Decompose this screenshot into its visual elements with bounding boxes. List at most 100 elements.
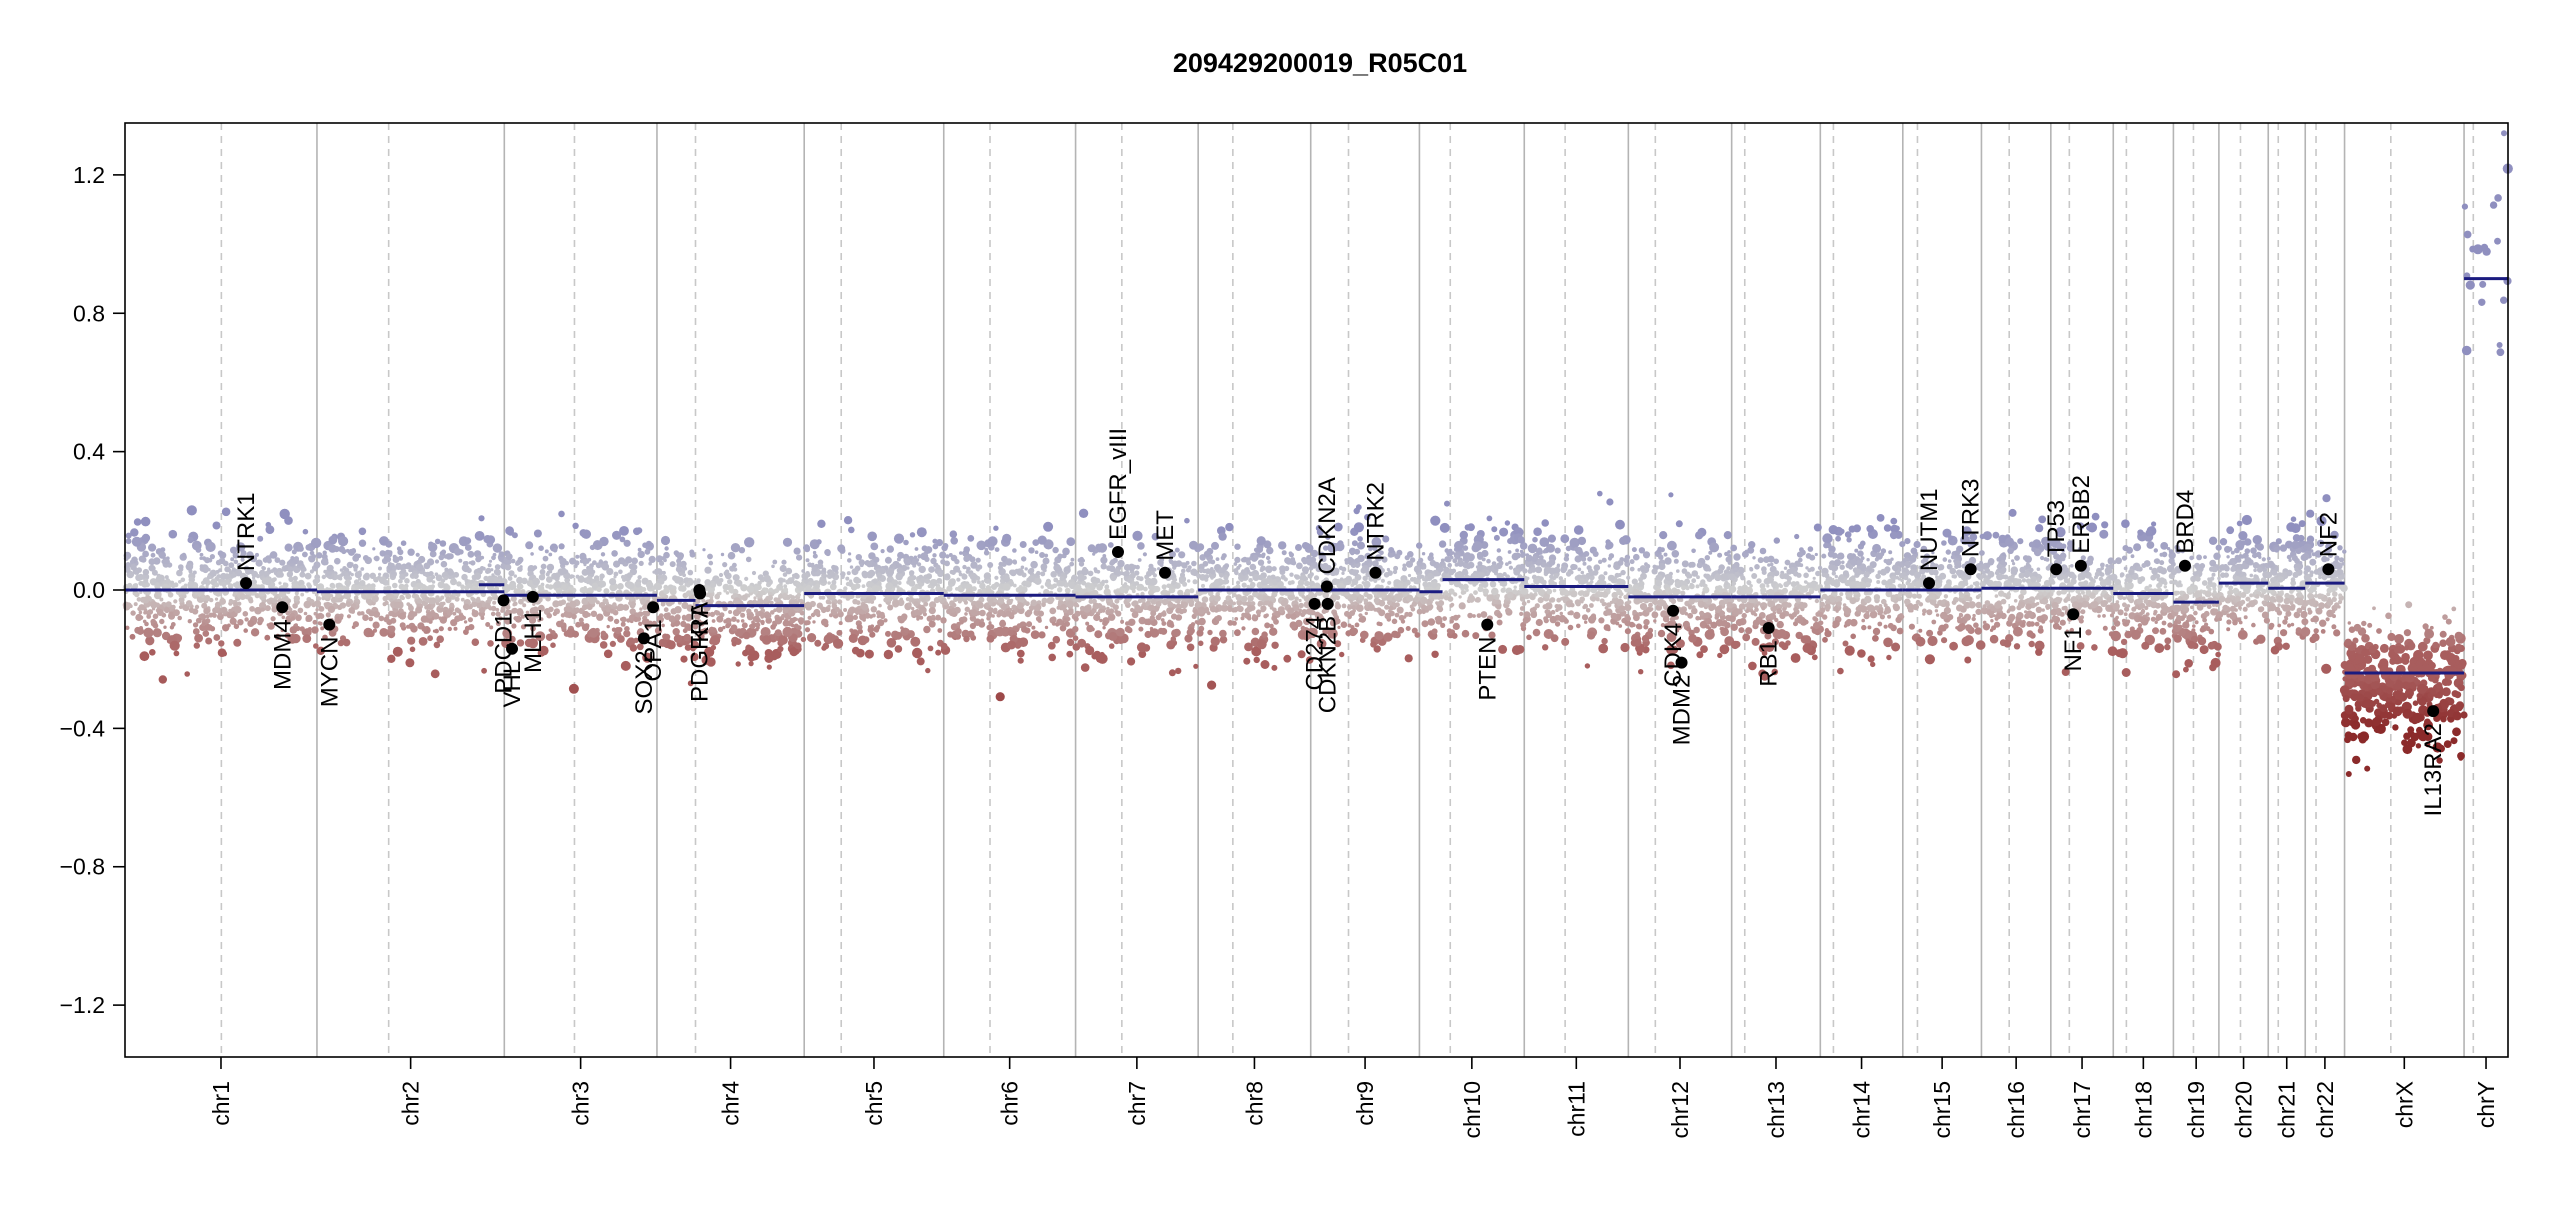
probe-point — [345, 586, 349, 590]
probe-point — [1360, 631, 1369, 640]
probe-point — [495, 608, 499, 612]
probe-point — [852, 647, 860, 655]
probe-point — [1350, 594, 1357, 601]
probe-point — [731, 543, 740, 552]
probe-point — [783, 593, 788, 598]
probe-point — [1114, 590, 1119, 595]
probe-point — [1171, 614, 1177, 620]
probe-point — [1177, 600, 1181, 604]
probe-point — [1289, 573, 1293, 577]
probe-point — [136, 567, 142, 573]
probe-point — [1251, 565, 1256, 570]
probe-point — [347, 614, 351, 618]
probe-point — [249, 606, 255, 612]
probe-point — [624, 540, 631, 547]
probe-point — [1349, 610, 1355, 616]
probe-point — [1180, 572, 1185, 577]
probe-point — [130, 610, 135, 615]
probe-point — [200, 564, 204, 568]
probe-point — [1430, 516, 1440, 526]
probe-point — [1000, 575, 1004, 579]
probe-point — [1261, 554, 1265, 558]
probe-point — [1236, 581, 1240, 585]
probe-point — [1109, 561, 1114, 566]
probe-point — [843, 586, 847, 590]
probe-point — [229, 599, 233, 603]
probe-point — [909, 580, 916, 587]
probe-point — [1346, 576, 1353, 583]
probe-point — [512, 532, 518, 538]
probe-point — [1351, 628, 1358, 635]
probe-point — [311, 538, 321, 548]
probe-point — [285, 544, 293, 552]
probe-point — [795, 643, 802, 650]
probe-point — [396, 602, 401, 607]
probe-point — [661, 602, 666, 607]
probe-point — [1261, 631, 1267, 637]
probe-point — [314, 578, 320, 584]
probe-point — [1405, 654, 1413, 662]
probe-point — [1494, 565, 1499, 570]
probe-point — [400, 622, 406, 628]
probe-point — [334, 558, 341, 565]
probe-point — [130, 564, 136, 570]
probe-point — [297, 560, 303, 566]
probe-point — [456, 581, 461, 586]
probe-point — [171, 622, 176, 627]
probe-point — [233, 639, 241, 647]
probe-point — [879, 612, 885, 618]
probe-point — [1026, 621, 1032, 627]
probe-point — [433, 630, 436, 633]
probe-point — [600, 641, 608, 649]
probe-point — [355, 585, 359, 589]
probe-point — [446, 609, 452, 615]
probe-point — [849, 634, 858, 643]
probe-point — [428, 543, 437, 552]
probe-point — [1479, 572, 1485, 578]
probe-point — [213, 522, 221, 530]
probe-point — [1063, 622, 1067, 626]
probe-point — [141, 557, 147, 563]
probe-point — [940, 617, 946, 623]
probe-point — [887, 545, 894, 552]
probe-point — [133, 591, 138, 596]
probe-point — [1108, 542, 1114, 548]
probe-point — [1180, 604, 1184, 608]
probe-point — [1422, 599, 1427, 604]
probe-point — [617, 583, 624, 590]
probe-point — [719, 573, 723, 577]
probe-point — [1441, 559, 1445, 563]
probe-point — [1202, 596, 1209, 603]
probe-point — [1041, 585, 1044, 588]
probe-point — [956, 578, 960, 582]
probe-point — [928, 646, 934, 652]
probe-point — [579, 553, 586, 560]
probe-point — [359, 540, 366, 547]
probe-point — [475, 612, 479, 616]
probe-point — [625, 556, 632, 563]
probe-point — [1298, 580, 1304, 586]
probe-point — [1266, 556, 1270, 560]
probe-point — [1509, 566, 1513, 570]
probe-point — [743, 632, 750, 639]
probe-point — [1102, 620, 1108, 626]
probe-point — [731, 616, 737, 622]
probe-point — [617, 604, 624, 611]
probe-point — [410, 625, 417, 632]
probe-point — [1589, 615, 1596, 622]
probe-point — [1477, 561, 1482, 566]
probe-point — [1392, 619, 1398, 625]
probe-point — [444, 554, 448, 558]
probe-point — [680, 585, 687, 592]
probe-point — [1057, 587, 1062, 592]
probe-point — [1050, 571, 1057, 578]
probe-point — [756, 618, 761, 623]
probe-point — [302, 552, 308, 558]
probe-point — [341, 549, 346, 554]
probe-point — [812, 620, 815, 623]
probe-point — [1143, 552, 1147, 556]
probe-point — [1031, 600, 1038, 607]
probe-point — [845, 577, 849, 581]
probe-point — [222, 608, 226, 612]
